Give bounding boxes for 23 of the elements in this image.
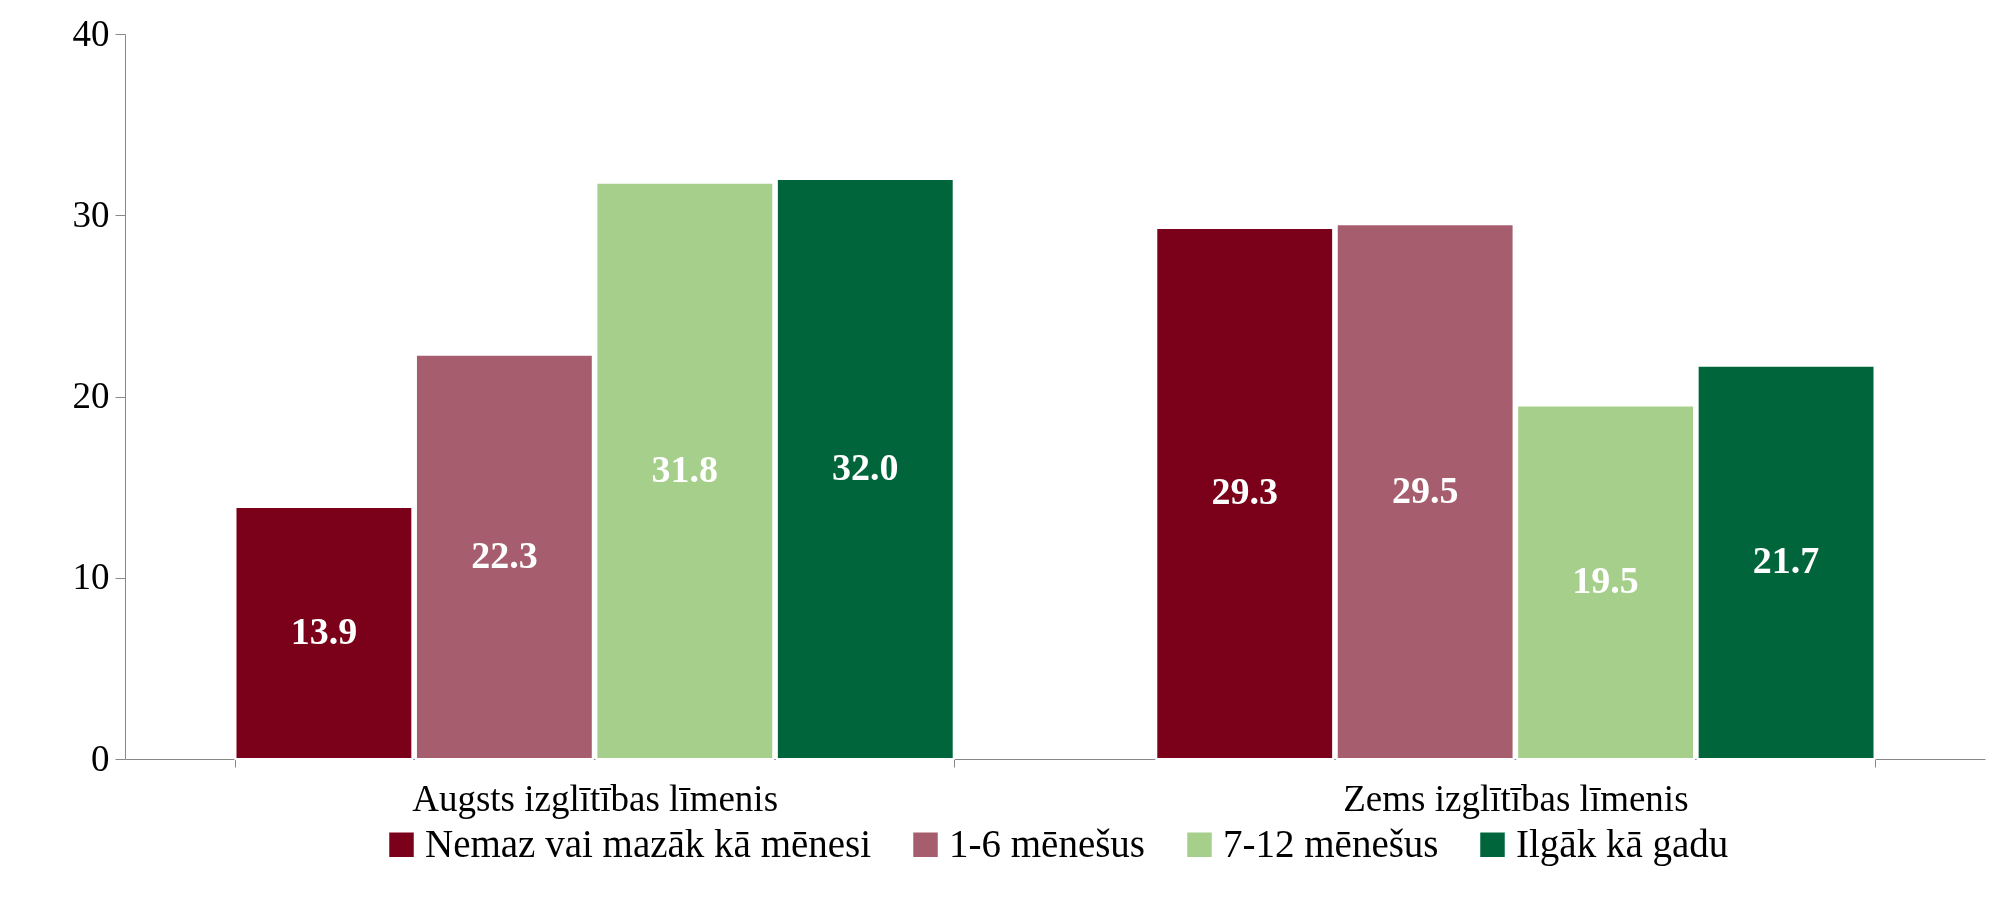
legend-label: Nemaz vai mazāk kā mēnesi [425, 821, 872, 865]
y-tick-label: 10 [72, 556, 110, 598]
x-tick-label: Zems izglītības līmenis [1343, 777, 1689, 819]
data-label: 29.5 [1391, 468, 1459, 511]
legend-label: 1-6 mēnešus [949, 821, 1146, 865]
y-tick-label: 0 [91, 737, 110, 779]
data-label: 32.0 [832, 446, 899, 488]
y-tick-label: 30 [72, 193, 110, 235]
bar [234, 506, 414, 760]
legend-label: 7-12 mēnešus [1223, 821, 1439, 865]
data-label: 19.5 [1572, 559, 1639, 602]
data-label: 13.9 [290, 610, 358, 653]
bar [775, 178, 955, 760]
data-label: 22.3 [471, 533, 538, 576]
legend-label: Ilgāk kā gadu [1516, 821, 1729, 866]
bar [1155, 226, 1335, 760]
data-label: 29.3 [1211, 470, 1278, 513]
x-tick-label: Augsts izglītības līmenis [412, 777, 779, 819]
y-tick-label: 20 [72, 375, 110, 416]
data-label: 21.7 [1752, 539, 1820, 582]
y-tick-label: 40 [72, 12, 110, 54]
data-label: 31.8 [651, 447, 719, 490]
bar [1696, 364, 1876, 760]
